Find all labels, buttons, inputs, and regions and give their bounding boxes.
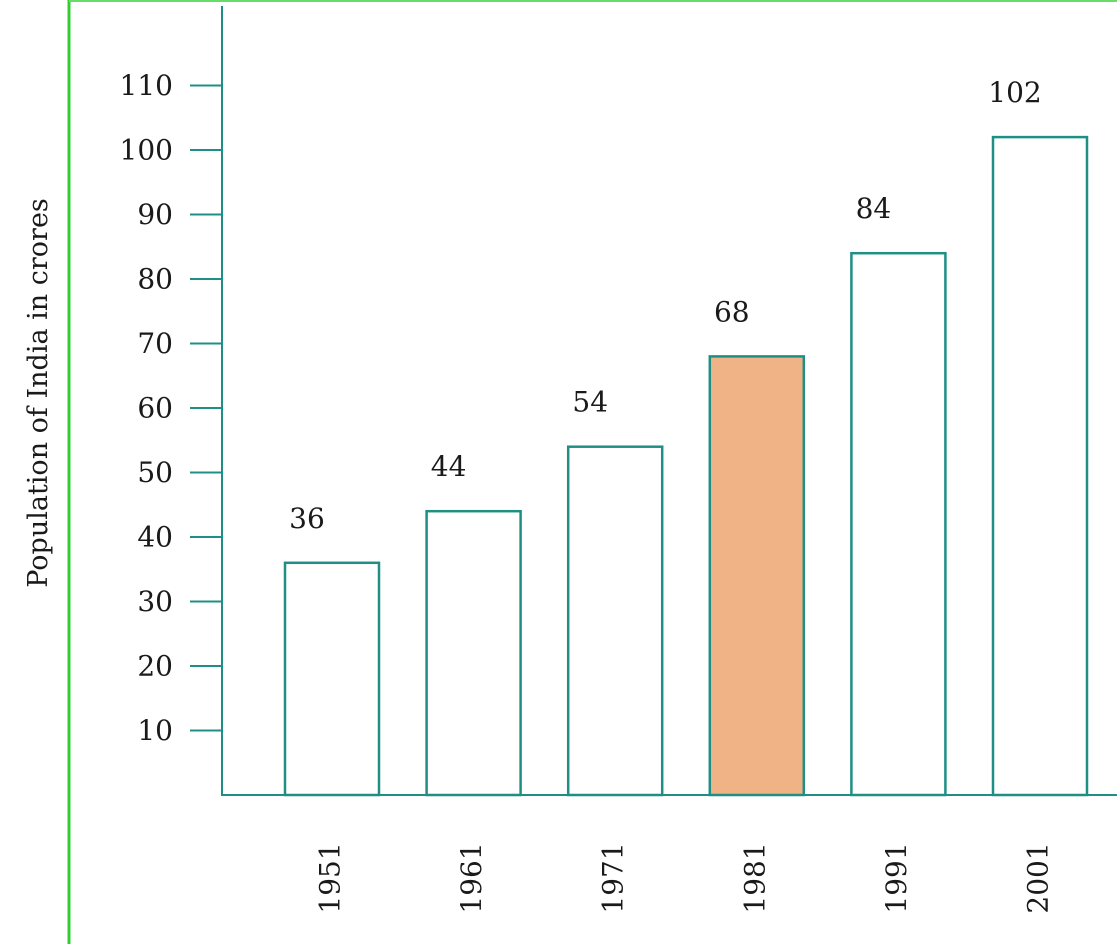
x-tick-label-2001: 2001 bbox=[1022, 842, 1055, 913]
y-axis-label: Population of India in crores bbox=[23, 198, 54, 588]
y-tick-label: 50 bbox=[137, 456, 173, 489]
bar-1981 bbox=[708, 355, 806, 797]
y-tick-label: 110 bbox=[120, 69, 173, 102]
bar-1951 bbox=[283, 561, 381, 797]
y-tick-label: 100 bbox=[120, 134, 173, 167]
y-tick-label: 90 bbox=[137, 198, 173, 231]
value-label-1951: 36 bbox=[289, 502, 325, 535]
x-tick-label-1991: 1991 bbox=[880, 842, 913, 913]
value-label-1991: 84 bbox=[856, 192, 892, 225]
x-tick-label-1981: 1981 bbox=[738, 842, 771, 913]
y-tick-label: 40 bbox=[137, 521, 173, 554]
value-label-1971: 54 bbox=[572, 386, 608, 419]
y-axis-ticks: 10 20 30 40 50 60 70 80 90 100 110 bbox=[120, 69, 222, 747]
x-tick-label-1951: 1951 bbox=[314, 842, 347, 913]
value-label-1961: 44 bbox=[431, 450, 467, 483]
value-label-2001: 102 bbox=[988, 76, 1041, 109]
value-label-1981: 68 bbox=[714, 295, 750, 328]
y-tick-label: 10 bbox=[137, 714, 173, 747]
y-tick-label: 30 bbox=[137, 585, 173, 618]
bar-1991 bbox=[850, 251, 947, 797]
y-tick-label: 80 bbox=[137, 263, 173, 296]
bar-2001 bbox=[991, 135, 1089, 797]
value-labels-group: 36 44 54 68 84 102 bbox=[289, 76, 1042, 535]
x-axis-tick-labels: 1951 1961 1971 1981 1991 2001 bbox=[314, 842, 1055, 913]
y-tick-label: 60 bbox=[137, 392, 173, 425]
x-tick-label-1961: 1961 bbox=[455, 842, 488, 913]
bar-1961 bbox=[425, 509, 522, 797]
y-tick-label: 20 bbox=[137, 650, 173, 683]
y-tick-label: 70 bbox=[137, 327, 173, 360]
bar-1971 bbox=[566, 445, 664, 797]
bars-group bbox=[283, 135, 1089, 797]
x-tick-label-1971: 1971 bbox=[597, 842, 630, 913]
